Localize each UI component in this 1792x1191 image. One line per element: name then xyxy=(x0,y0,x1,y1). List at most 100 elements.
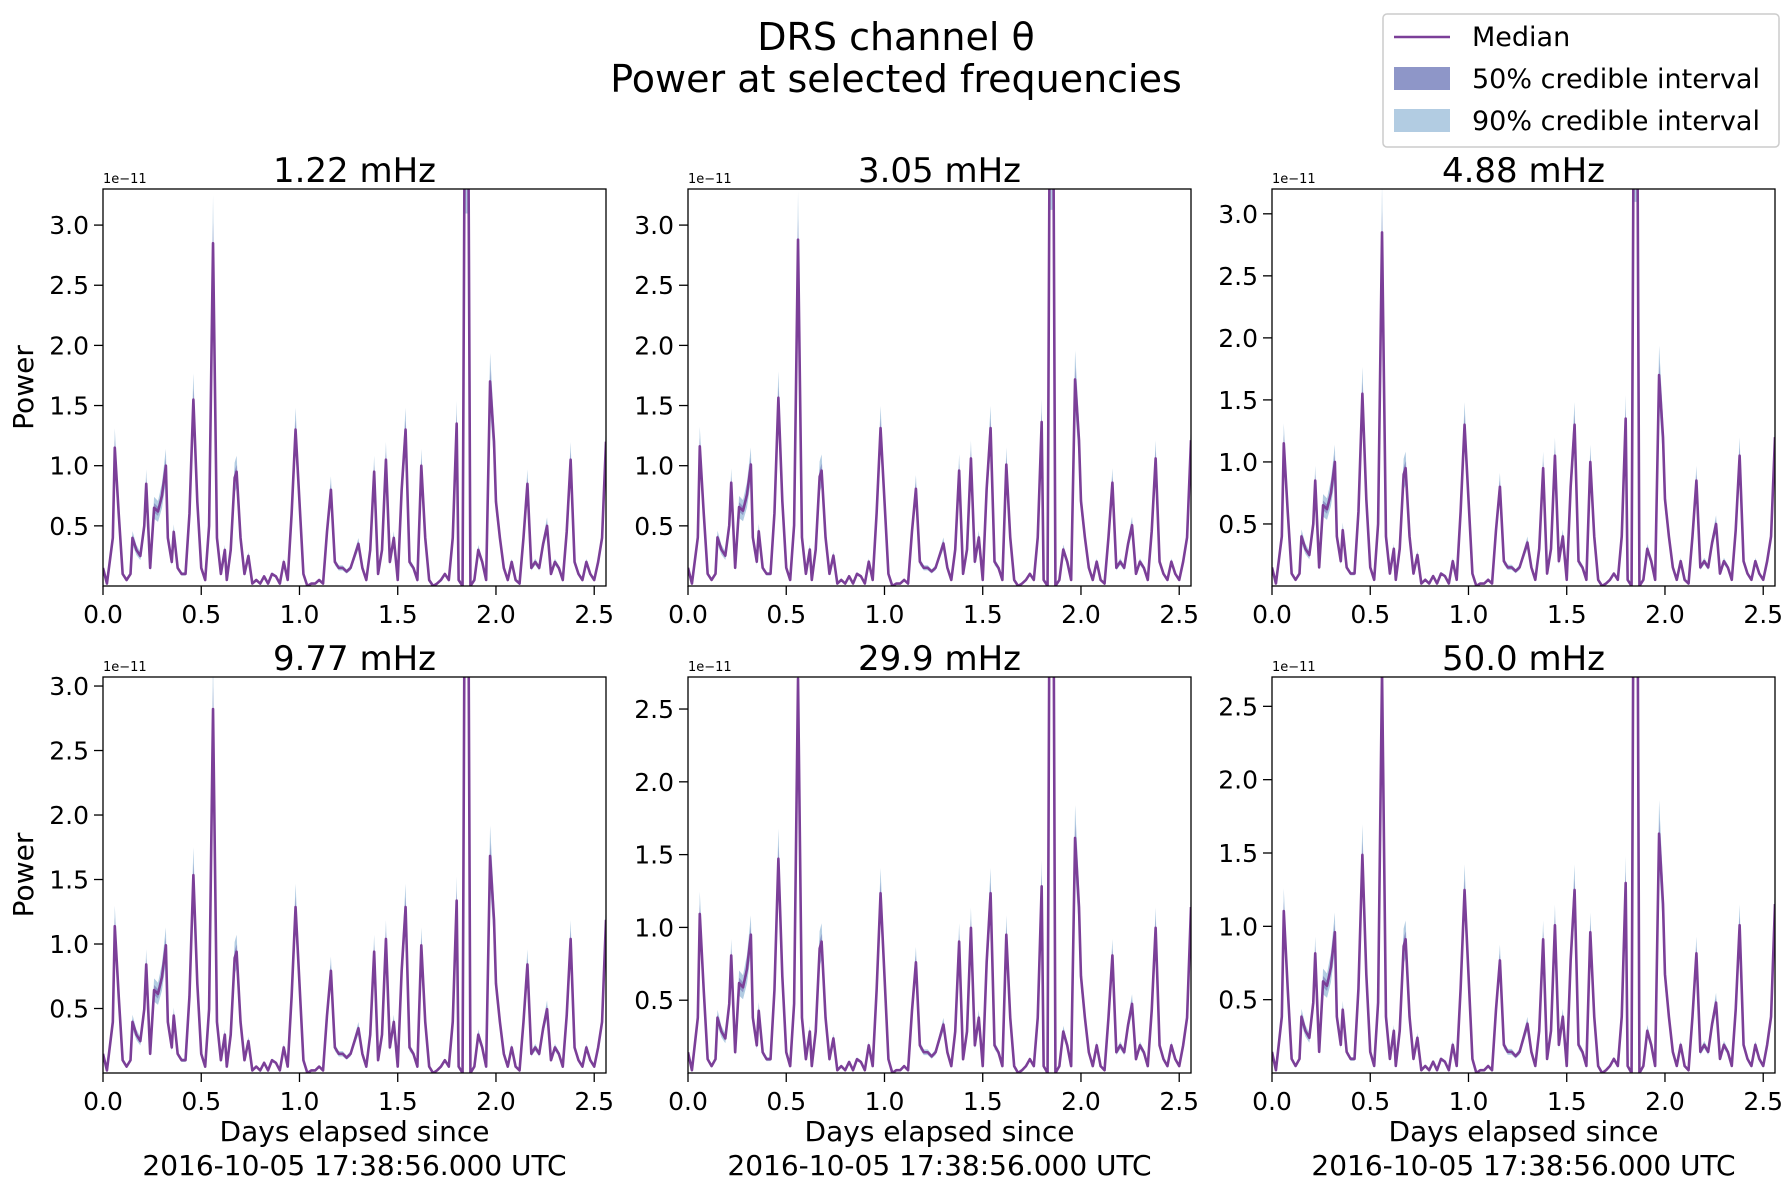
y-tick-label: 1.5 xyxy=(1218,386,1258,415)
y-tick-label: 1.5 xyxy=(1218,839,1258,868)
x-tick-label: 0.0 xyxy=(83,1087,123,1116)
y-tick-label: 1.5 xyxy=(49,392,89,421)
x-tick-label: 0.0 xyxy=(668,1087,708,1116)
y-tick-label: 1.0 xyxy=(1218,912,1258,941)
x-axis-label-line2: 2016-10-05 17:38:56.000 UTC xyxy=(142,1149,566,1182)
ci90-band xyxy=(1272,677,1775,1073)
y-tick-label: 2.5 xyxy=(634,271,674,300)
axes-frame xyxy=(1271,676,1776,1074)
x-tick-label: 0.0 xyxy=(668,600,708,629)
panel-4: 9.77 mHz 1e−11 0.5 1.0 1.5 2.0 2.5 3.0 0.0 0.5 1.0… xyxy=(7,639,614,1182)
x-tick-label: 2.5 xyxy=(574,1087,614,1116)
x-tick-label: 1.0 xyxy=(280,600,320,629)
y-tick-label: 1.0 xyxy=(1218,448,1258,477)
legend-ci50-label: 50% credible interval xyxy=(1472,64,1760,95)
x-tick-label: 1.0 xyxy=(865,600,905,629)
panel-5: 29.9 mHz 1e−11 0.5 1.0 1.5 2.0 2.5 0.0 0.5 1.0 1.5… xyxy=(634,639,1199,1182)
y-tick-label: 2.0 xyxy=(634,768,674,797)
axes-frame xyxy=(102,188,607,587)
panel-title: 4.88 mHz xyxy=(1442,151,1605,191)
x-tick-label: 2.5 xyxy=(1159,1087,1199,1116)
y-tick-label: 2.5 xyxy=(1218,262,1258,291)
y-tick-label: 2.5 xyxy=(49,271,89,300)
offset-text: 1e−11 xyxy=(688,660,732,675)
x-tick-label: 1.5 xyxy=(378,1087,418,1116)
legend-median-label: Median xyxy=(1472,22,1570,53)
y-tick-label: 3.0 xyxy=(49,211,89,240)
y-axis-label: Power xyxy=(7,832,40,917)
y-tick-label: 0.5 xyxy=(634,986,674,1015)
panels-container: 1.22 mHz 1e−11 0.5 1.0 1.5 2.0 2.5 3.0 0.0 0.5 1.0… xyxy=(7,151,1783,1182)
x-tick-label: 0.0 xyxy=(1252,600,1292,629)
panel-1: 1.22 mHz 1e−11 0.5 1.0 1.5 2.0 2.5 3.0 0.0 0.5 1.0… xyxy=(7,151,614,629)
y-tick-label: 2.5 xyxy=(1218,692,1258,721)
x-tick-label: 0.5 xyxy=(766,1087,806,1116)
y-tick-label: 1.5 xyxy=(49,866,89,895)
y-tick-label: 2.0 xyxy=(1218,766,1258,795)
legend-frame xyxy=(1382,13,1780,148)
figure-title-line1: DRS channel θ xyxy=(757,15,1035,59)
x-tick-label: 2.0 xyxy=(1061,600,1101,629)
ci90-band xyxy=(103,677,606,1073)
y-tick-label: 1.5 xyxy=(634,841,674,870)
y-tick-label: 0.5 xyxy=(49,995,89,1024)
median-line xyxy=(103,189,606,586)
x-tick-label: 2.5 xyxy=(1743,600,1783,629)
axes-frame xyxy=(687,676,1192,1074)
x-axis-label-line1: Days elapsed since xyxy=(1389,1115,1659,1148)
y-tick-label: 1.0 xyxy=(49,930,89,959)
panel-6: 50.0 mHz 1e−11 0.5 1.0 1.5 2.0 2.5 0.0 0.5 1.0 1.5… xyxy=(1218,639,1783,1182)
x-axis-label-line1: Days elapsed since xyxy=(805,1115,1075,1148)
x-tick-label: 2.0 xyxy=(1645,600,1685,629)
y-tick-label: 0.5 xyxy=(1218,986,1258,1015)
x-tick-label: 1.5 xyxy=(1547,1087,1587,1116)
legend-ci50-swatch xyxy=(1394,67,1450,90)
axes-frame xyxy=(102,676,607,1074)
x-tick-label: 1.5 xyxy=(963,1087,1003,1116)
y-tick-label: 1.0 xyxy=(49,452,89,481)
y-tick-label: 3.0 xyxy=(1218,200,1258,229)
legend: Median 50% credible interval 90% credibl… xyxy=(1382,13,1780,148)
median-line xyxy=(103,677,606,1073)
x-tick-label: 2.5 xyxy=(1159,600,1199,629)
panel-title: 3.05 mHz xyxy=(858,151,1021,191)
y-tick-label: 2.0 xyxy=(1218,324,1258,353)
x-axis-label-line1: Days elapsed since xyxy=(220,1115,490,1148)
axes-frame xyxy=(687,188,1192,587)
offset-text: 1e−11 xyxy=(688,172,732,187)
x-tick-label: 2.5 xyxy=(1743,1087,1783,1116)
y-tick-label: 2.5 xyxy=(634,695,674,724)
x-tick-label: 2.0 xyxy=(1645,1087,1685,1116)
ci50-band xyxy=(688,677,1191,1073)
x-tick-label: 1.5 xyxy=(1547,600,1587,629)
offset-text: 1e−11 xyxy=(103,660,147,675)
y-tick-label: 3.0 xyxy=(634,211,674,240)
axes-frame xyxy=(1271,188,1776,587)
offset-text: 1e−11 xyxy=(1272,660,1316,675)
figure-title-line2: Power at selected frequencies xyxy=(610,57,1182,101)
panel-title: 9.77 mHz xyxy=(273,639,436,679)
panel-3: 4.88 mHz 1e−11 0.5 1.0 1.5 2.0 2.5 3.0 0.0 0.5 1.0… xyxy=(1218,151,1783,629)
x-tick-label: 1.5 xyxy=(963,600,1003,629)
x-tick-label: 0.5 xyxy=(1350,600,1390,629)
x-tick-label: 2.0 xyxy=(1061,1087,1101,1116)
x-tick-label: 2.0 xyxy=(476,600,516,629)
legend-ci90-swatch xyxy=(1394,109,1450,132)
legend-ci90-label: 90% credible interval xyxy=(1472,106,1760,137)
median-line xyxy=(688,189,1191,586)
panel-title: 1.22 mHz xyxy=(273,151,436,191)
x-tick-label: 0.5 xyxy=(181,600,221,629)
y-tick-label: 2.0 xyxy=(49,801,89,830)
median-line xyxy=(1272,189,1775,586)
panel-2: 3.05 mHz 1e−11 0.5 1.0 1.5 2.0 2.5 3.0 0.0 0.5 1.0… xyxy=(634,151,1199,629)
y-tick-label: 1.0 xyxy=(634,452,674,481)
y-tick-label: 0.5 xyxy=(49,512,89,541)
ci50-band xyxy=(688,189,1191,586)
x-tick-label: 0.5 xyxy=(766,600,806,629)
y-tick-label: 2.0 xyxy=(49,331,89,360)
x-tick-label: 0.5 xyxy=(181,1087,221,1116)
x-tick-label: 1.0 xyxy=(1449,1087,1489,1116)
y-tick-label: 1.0 xyxy=(634,913,674,942)
ci50-band xyxy=(1272,677,1775,1073)
